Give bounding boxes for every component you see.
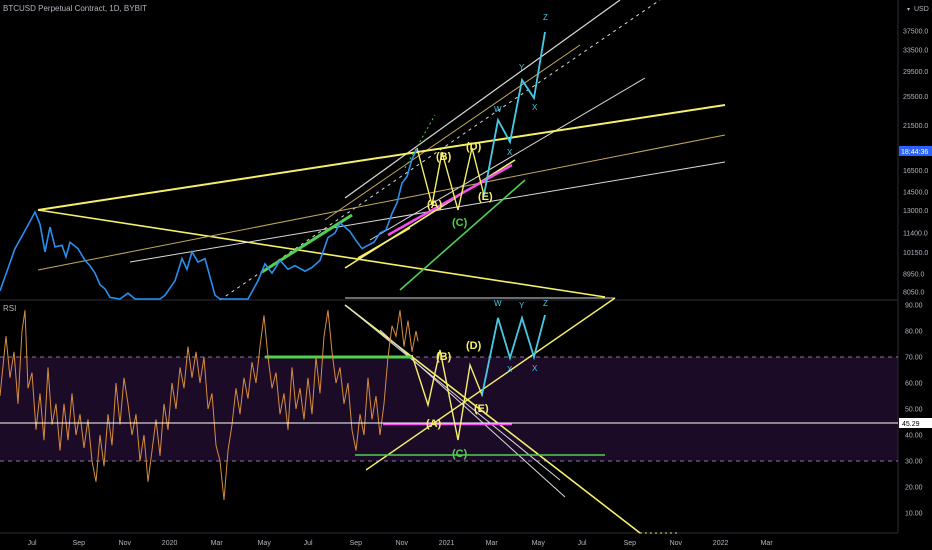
rsi-white-line-1 [344, 304, 561, 481]
green-dotted-line [404, 114, 436, 169]
time-tick-label: Mar [211, 540, 224, 547]
channel-mid-line [369, 77, 646, 241]
rsi-wave-cyan-labels: W X Y X Z [494, 299, 548, 374]
time-tick-label: Nov [670, 540, 683, 547]
symbol-title[interactable]: BTCUSD Perpetual Contract, 1D, BYBIT [3, 4, 147, 13]
price-tick-label: 21500.0 [903, 123, 928, 130]
rsi-tick-label: 30.00 [905, 459, 923, 466]
grid [0, 0, 899, 534]
time-tick-label: May [532, 540, 546, 547]
rsi-wave-labels: (A) (B) (C) (D) (E) [426, 340, 489, 460]
time-tick-label: Mar [486, 540, 499, 547]
time-tick-label: Sep [350, 540, 363, 547]
time-axis[interactable]: Jul Sep Nov 2020 Mar May Jul Sep Nov 2021 Mar May Ju… [28, 540, 774, 547]
price-tick-label: 37500.0 [903, 29, 928, 36]
gold-long-line [37, 134, 726, 271]
green-channel-line [399, 179, 526, 291]
rsi-axis[interactable]: 10.00 20.00 30.00 40.00 50.00 60.00 70.00 80.00… [905, 303, 923, 518]
price-tick-label: 25500.0 [903, 94, 928, 101]
rsi-tick-label: 90.00 [905, 303, 923, 310]
rsi-tick-label: 60.00 [905, 381, 923, 388]
rsi-drawings[interactable] [265, 297, 680, 534]
rsi-wave-label-w: W [494, 299, 502, 308]
price-tick-label: 10150.0 [903, 250, 928, 257]
currency-menu-icon[interactable]: ▾ [907, 7, 910, 13]
current-price-badge [899, 146, 932, 156]
time-tick-label: Sep [624, 540, 637, 547]
wave-label-c: (C) [452, 217, 468, 229]
yellow-short-line [357, 227, 411, 259]
rsi-panel-title[interactable]: RSI [3, 304, 16, 313]
current-rsi-label: 45.29 [902, 421, 920, 428]
price-tick-label: 13000.0 [903, 208, 928, 215]
rsi-yellow-ascending-line [365, 297, 616, 471]
green-trend-line [261, 213, 353, 274]
price-drawings[interactable] [37, 0, 726, 301]
rsi-wave-label-x1: X [507, 365, 513, 374]
rsi-wave-label-z: Z [543, 299, 548, 308]
rsi-tick-label: 80.00 [905, 329, 923, 336]
rsi-wave-label-c: (C) [452, 448, 468, 460]
rsi-tick-label: 40.00 [905, 433, 923, 440]
price-tick-label: 8950.0 [903, 272, 925, 279]
wave-label-a: (A) [427, 199, 443, 211]
price-tick-label: 11400.0 [903, 230, 928, 237]
wave-label-x1: X [507, 148, 513, 157]
yellow-lower-trend-line [37, 209, 606, 298]
time-tick-label: Mar [761, 540, 774, 547]
wave-label-b: (B) [436, 151, 452, 163]
wave-label-d: (D) [466, 141, 482, 153]
time-tick-label: Jul [28, 540, 37, 547]
wave-label-z: Z [543, 13, 548, 22]
wave-label-e: (E) [478, 191, 493, 203]
rsi-tick-label: 70.00 [905, 355, 923, 362]
rsi-wave-label-d: (D) [466, 340, 482, 352]
yellow-upper-trend-line [37, 104, 726, 211]
time-tick-label: May [258, 540, 272, 547]
time-tick-label: Jul [304, 540, 313, 547]
rsi-series-line [0, 310, 419, 501]
time-tick-label: 2021 [439, 540, 455, 547]
time-tick-label: Nov [119, 540, 132, 547]
rsi-tick-label: 50.00 [905, 407, 923, 414]
price-tick-label: 33500.0 [903, 48, 928, 55]
wave-label-y: Y [519, 63, 525, 72]
time-tick-label: Nov [396, 540, 409, 547]
time-tick-label: Sep [73, 540, 86, 547]
rsi-wave-label-e: (E) [474, 403, 489, 415]
rsi-wave-label-a: (A) [426, 418, 442, 430]
currency-label[interactable]: USD [914, 6, 929, 13]
time-tick-label: 2020 [162, 540, 178, 547]
rsi-wave-cyan [481, 314, 546, 396]
rsi-tick-label: 10.00 [905, 511, 923, 518]
price-axis[interactable]: 8050.0 8950.0 10150.0 11400.0 13000.0 14500.0… [903, 29, 928, 297]
current-rsi-badge [899, 418, 932, 428]
price-tick-label: 8050.0 [903, 290, 925, 297]
rsi-band [0, 357, 898, 461]
time-tick-label: Jul [578, 540, 587, 547]
wave-path-cyan [483, 31, 546, 196]
price-tick-label: 14500.0 [903, 190, 928, 197]
price-wave-cyan-labels: W X Y X Z [494, 13, 548, 157]
current-price-label: 18:44:36 [901, 149, 928, 156]
dashed-trend-line [219, 0, 661, 301]
rsi-wave-label-x2: X [532, 364, 538, 373]
rsi-wave-label-y: Y [519, 301, 525, 310]
price-tick-label: 16500.0 [903, 168, 928, 175]
channel-upper-line [344, 0, 621, 199]
time-tick-label: 2022 [713, 540, 729, 547]
rsi-tick-label: 20.00 [905, 485, 923, 492]
price-wave-labels: (A) (B) (C) (D) (E) [427, 141, 493, 229]
magenta-support-line [387, 163, 513, 237]
price-tick-label: 29500.0 [903, 69, 928, 76]
wave-label-w: W [494, 105, 502, 114]
wave-label-x2: X [532, 103, 538, 112]
price-series-line [0, 148, 418, 300]
rsi-wave-label-b: (B) [436, 351, 452, 363]
